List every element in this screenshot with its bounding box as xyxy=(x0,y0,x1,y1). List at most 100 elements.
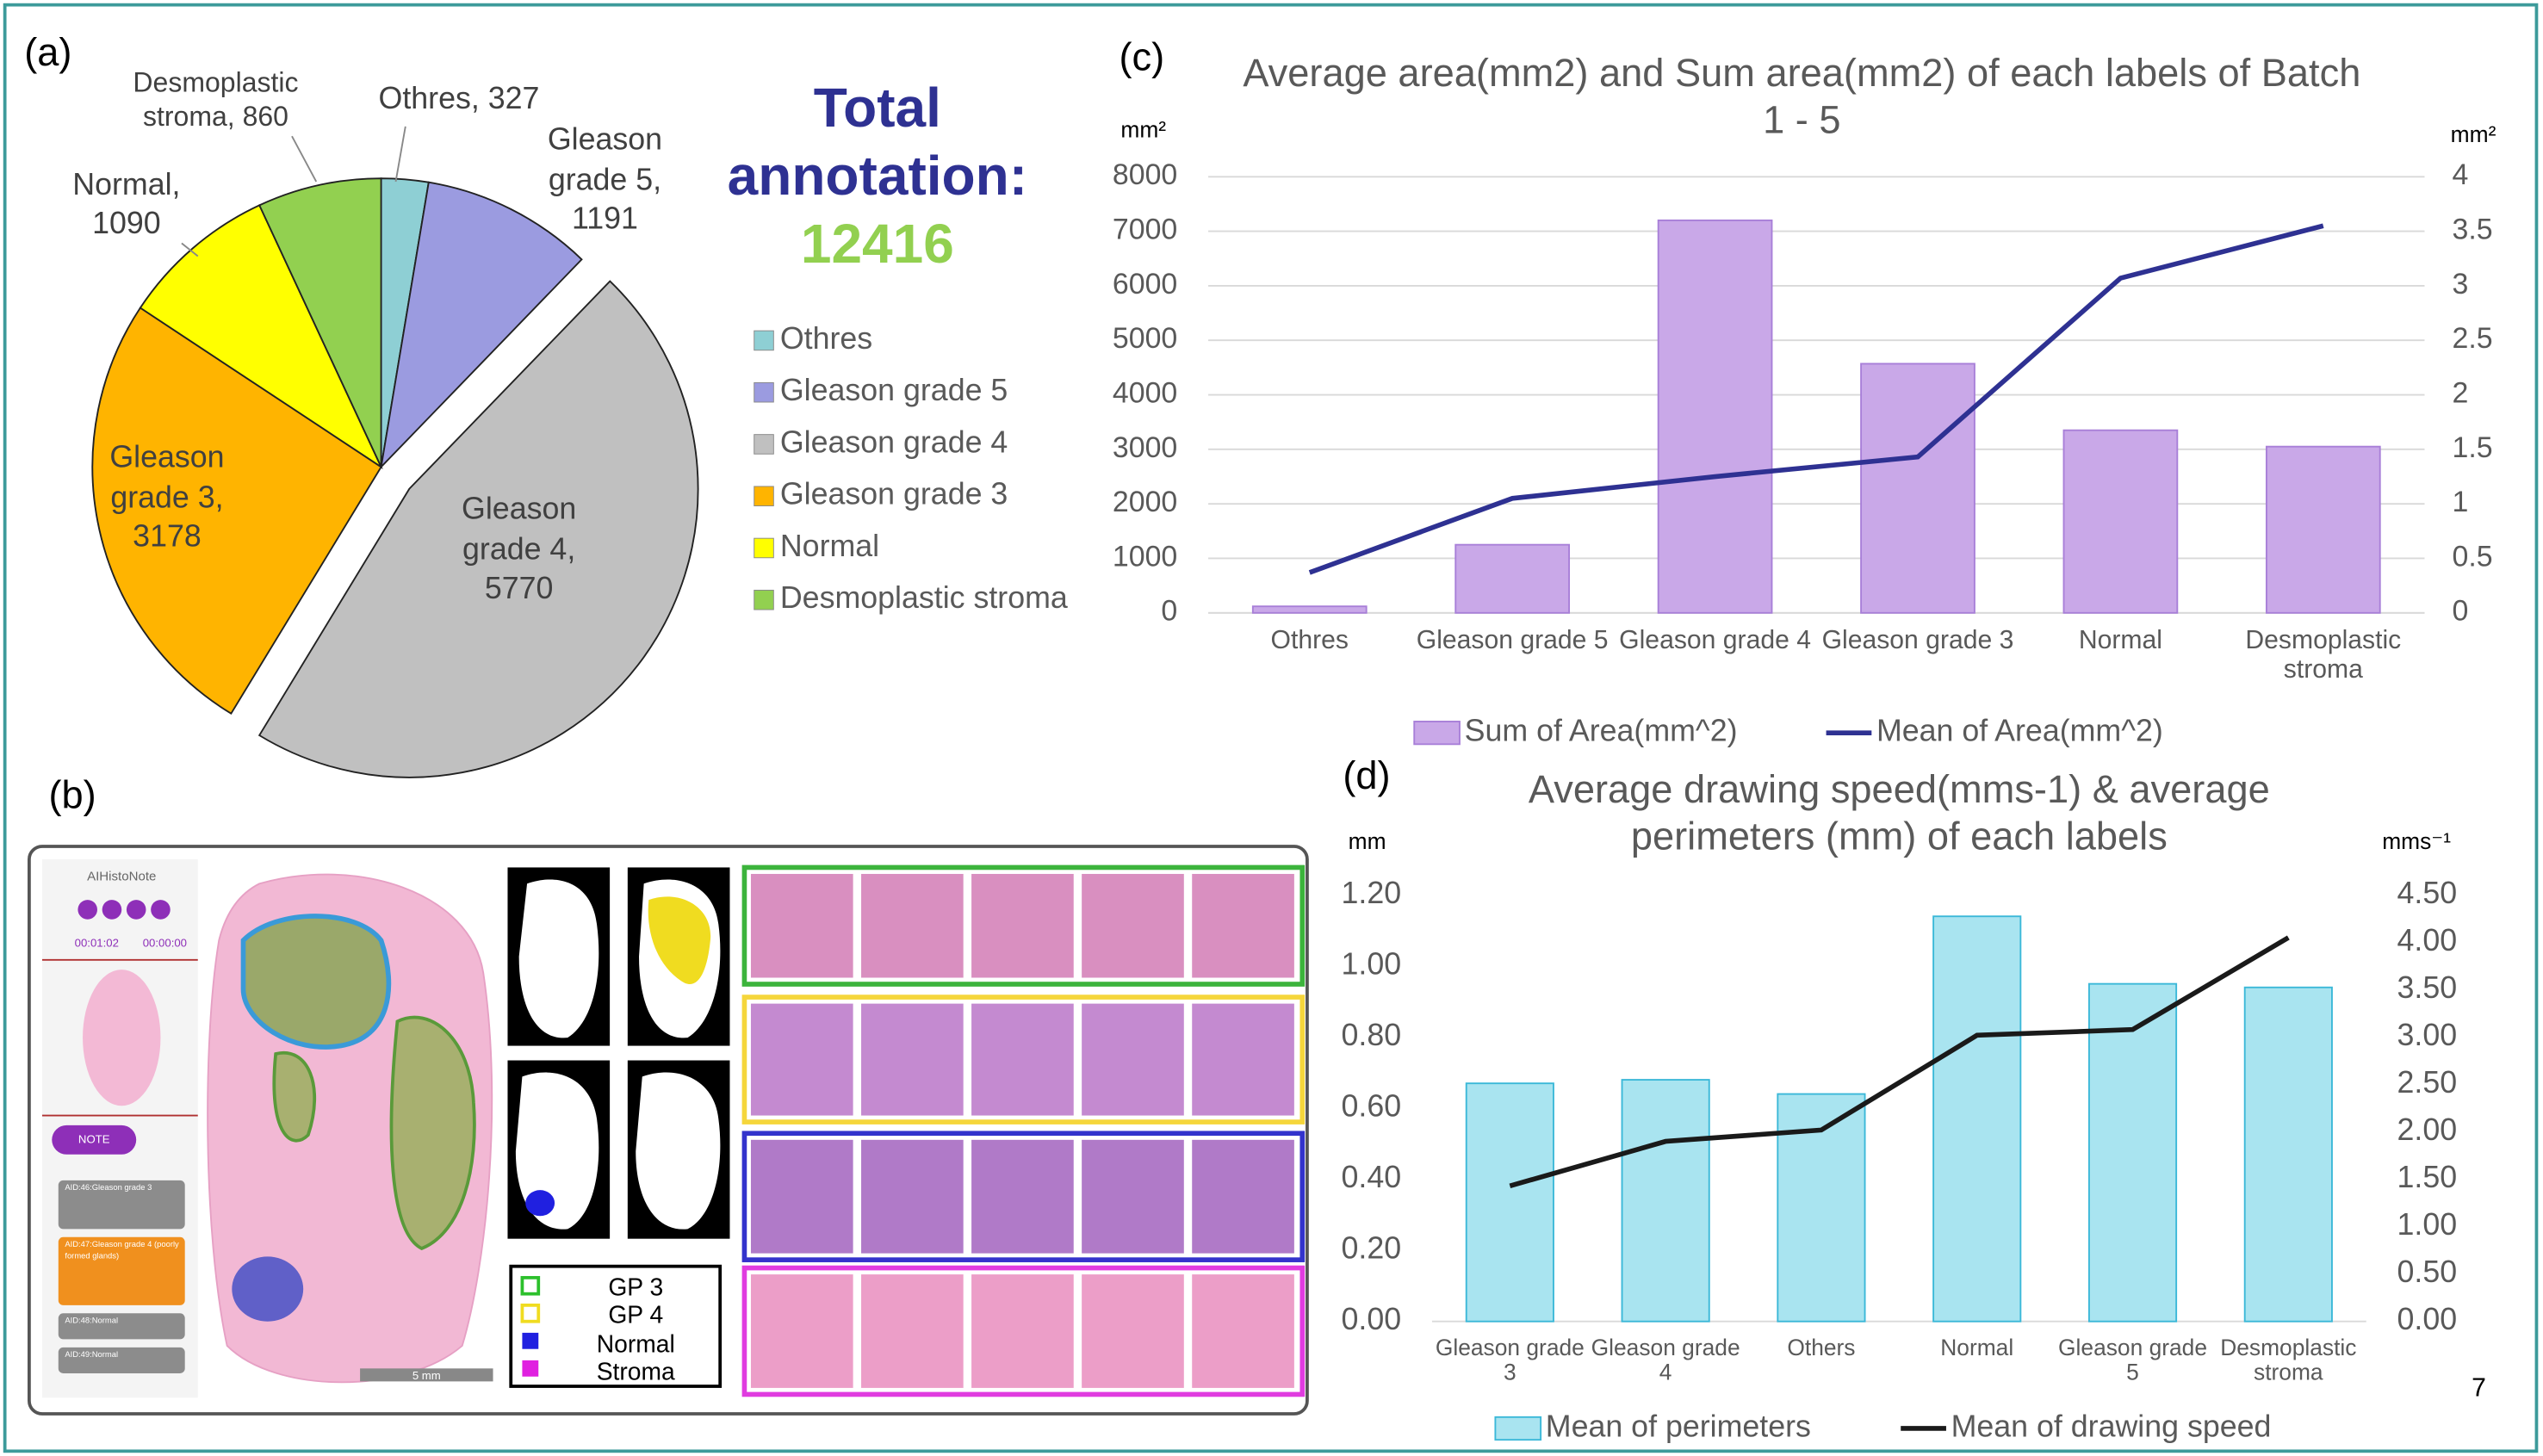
tool-icon[interactable] xyxy=(127,900,146,920)
legend-swatch xyxy=(522,1305,538,1322)
x-tick-label: Gleason grade 3 xyxy=(1819,628,2017,656)
y-tick-label: 3 xyxy=(2453,268,2469,300)
legend-label: GP 3 xyxy=(608,1273,663,1300)
y-tick-label: 0 xyxy=(2453,595,2469,628)
legend-swatch xyxy=(754,590,774,610)
data-label: grade 3, xyxy=(110,480,223,514)
y-tick-label: 0.20 xyxy=(1342,1231,1402,1266)
tool-icon[interactable] xyxy=(78,900,97,920)
x-tick-label-box: Others xyxy=(1742,1336,1901,1408)
y-tick-label: 1.20 xyxy=(1342,876,1402,910)
tile xyxy=(861,874,964,978)
data-label: grade 5, xyxy=(549,162,661,196)
annotation-text: AID:46:Gleason grade 3 xyxy=(65,1184,182,1194)
y-tick-label: 0.60 xyxy=(1342,1089,1402,1124)
legend-label: Othres xyxy=(780,321,872,356)
y-tick-label: 4.50 xyxy=(2397,876,2458,910)
data-label: 1191 xyxy=(572,201,638,236)
annotation-text-box: AID:47:Gleason grade 4 (poorly formed gl… xyxy=(65,1241,182,1303)
y-tick-label: 1.5 xyxy=(2453,431,2493,464)
bar xyxy=(1861,363,1975,612)
annotation-region xyxy=(243,916,388,1047)
y-tick-label: 2000 xyxy=(1113,486,1177,518)
annotation-region xyxy=(232,1256,303,1321)
x-tick-label-box: Gleason grade 4 xyxy=(1616,628,1814,699)
page-number: 7 xyxy=(2472,1374,2486,1403)
data-label: Gleason xyxy=(548,121,662,156)
x-tick-label-box: Normal xyxy=(1897,1336,2056,1408)
panel-label: (d) xyxy=(1343,753,1390,797)
panel-label: (c) xyxy=(1119,35,1164,79)
legend-swatch xyxy=(522,1360,538,1377)
tile xyxy=(1082,874,1184,978)
chart-title: Average drawing speed(mms-1) & average p… xyxy=(1461,767,2337,861)
bar xyxy=(2245,988,2332,1322)
tile xyxy=(1082,1274,1184,1388)
mask-shape xyxy=(519,879,599,1038)
mask-shape xyxy=(525,1190,555,1216)
bar xyxy=(1253,606,1367,613)
total-label: Total xyxy=(814,77,941,139)
data-label: 1090 xyxy=(92,206,161,240)
y-tick-label: 0.00 xyxy=(1342,1302,1402,1336)
annotation-text-box: AID:49:Normal xyxy=(65,1351,182,1373)
x-tick-label-box: Gleason grade 5 xyxy=(2053,1336,2212,1408)
x-tick-label: Othres xyxy=(1211,628,1409,656)
y-tick-label: 1 xyxy=(2453,486,2469,518)
tile xyxy=(971,874,1074,978)
tile xyxy=(751,1274,853,1388)
y-tick-label: 3000 xyxy=(1113,431,1177,464)
tile xyxy=(1192,874,1294,978)
x-tick-label-box: Othres xyxy=(1211,628,1409,699)
total-value: 12416 xyxy=(801,213,954,275)
x-tick-label: Desmoplastic stroma xyxy=(2209,1336,2368,1386)
timer: 00:00:00 xyxy=(143,936,187,949)
legend-label: Gleason grade 3 xyxy=(780,477,1008,511)
bar xyxy=(1467,1083,1554,1322)
legend-label: Mean of Area(mm^2) xyxy=(1876,714,2163,748)
legend-label: Gleason grade 4 xyxy=(780,424,1008,459)
data-label: Gleason xyxy=(109,439,224,474)
y-tick-label: 2 xyxy=(2453,376,2469,409)
bar xyxy=(1622,1080,1709,1322)
legend-swatch xyxy=(1495,1417,1541,1440)
chart-title: Average area(mm2) and Sum area(mm2) of e… xyxy=(1234,50,2369,144)
y-tick-label: 4 xyxy=(2453,158,2469,191)
y-tick-label: 3.00 xyxy=(2397,1018,2458,1052)
tile xyxy=(861,1274,964,1388)
x-tick-label: Gleason grade 3 xyxy=(1430,1336,1590,1386)
y-tick-label: 0.50 xyxy=(2397,1255,2458,1289)
y-tick-label: 5000 xyxy=(1113,322,1177,355)
y-tick-label: 6000 xyxy=(1113,268,1177,300)
x-tick-label-box: Gleason grade 4 xyxy=(1586,1336,1746,1408)
data-label: grade 4, xyxy=(462,532,575,567)
y-tick-label: 2.00 xyxy=(2397,1112,2458,1147)
legend-swatch xyxy=(754,331,774,350)
tool-icon[interactable] xyxy=(102,900,122,920)
x-tick-label: Gleason grade 4 xyxy=(1616,628,1814,656)
note-button-label: NOTE xyxy=(78,1132,110,1145)
legend-label: Gleason grade 5 xyxy=(780,373,1008,407)
bar xyxy=(1659,220,1772,613)
x-tick-label: Gleason grade 4 xyxy=(1586,1336,1746,1386)
tool-icon[interactable] xyxy=(151,900,171,920)
y-tick-label: 8000 xyxy=(1113,158,1177,191)
axis-unit: mm² xyxy=(1120,116,1166,142)
bar xyxy=(1933,916,2020,1321)
legend-swatch xyxy=(522,1333,538,1349)
y-tick-label: 3.5 xyxy=(2453,214,2493,246)
bar xyxy=(2089,984,2176,1322)
tile xyxy=(751,874,853,978)
y-tick-label: 1.50 xyxy=(2397,1160,2458,1194)
y-tick-label: 2.5 xyxy=(2453,322,2493,355)
tile xyxy=(1192,1004,1294,1116)
legend-swatch xyxy=(522,1278,538,1294)
y-tick-label: 0.40 xyxy=(1342,1160,1402,1194)
legend-swatch xyxy=(1414,722,1460,744)
tile xyxy=(751,1004,853,1116)
x-tick-label: Others xyxy=(1742,1336,1901,1361)
data-label: Normal, xyxy=(72,167,180,201)
tile xyxy=(861,1140,964,1254)
leader-line xyxy=(396,127,406,182)
bar xyxy=(1455,545,1569,613)
